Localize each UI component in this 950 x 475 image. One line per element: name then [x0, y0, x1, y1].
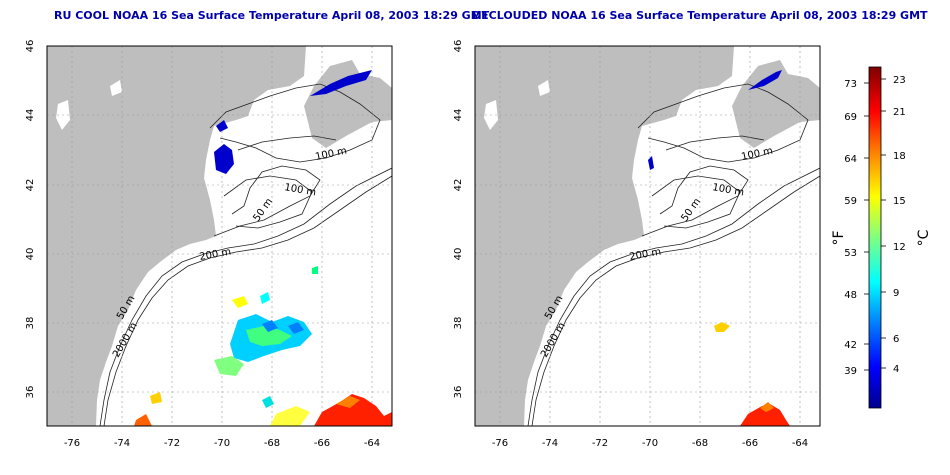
fahrenheit-tick: 59	[844, 196, 857, 207]
celsius-axis-label: °C	[916, 229, 932, 246]
x-tick-label: -68	[264, 438, 280, 449]
temperature-colorbar: 73 69 64 59 53 48 42 39 23 21 18 15 12 9…	[831, 66, 932, 409]
fahrenheit-tick: 53	[844, 248, 857, 259]
celsius-tick: 12	[893, 242, 906, 253]
bathymetry-contours	[99, 83, 392, 426]
sst-pixels	[648, 70, 790, 426]
colorbar-gradient	[868, 66, 882, 409]
y-tick-label: 46	[453, 40, 464, 53]
celsius-tick: 4	[893, 364, 899, 375]
y-tick-label: 38	[453, 317, 464, 330]
y-tick-label: 42	[453, 179, 464, 192]
contour-label: 100 m	[283, 182, 316, 198]
x-tick-label: -72	[592, 438, 608, 449]
x-tick-label: -72	[164, 438, 180, 449]
y-tick-label: 40	[25, 248, 36, 261]
y-tick-label: 36	[25, 386, 36, 399]
bathymetry-contours	[527, 83, 820, 426]
sst-pixels	[134, 70, 392, 426]
x-tick-label: -74	[542, 438, 558, 449]
x-tick-label: -76	[64, 438, 80, 449]
x-tick-label: -68	[692, 438, 708, 449]
y-tick-labels: 46 44 42 40 38 36	[453, 40, 464, 399]
fahrenheit-tick: 69	[844, 112, 857, 123]
fahrenheit-axis-label: °F	[831, 230, 847, 245]
y-tick-label: 44	[25, 109, 36, 122]
x-tick-label: -70	[642, 438, 658, 449]
y-tick-label: 36	[453, 386, 464, 399]
right-map-panel: 100 m 100 m 50 m 200 m 50 m 2000 m -76 -…	[453, 40, 821, 449]
land-mass	[475, 46, 820, 426]
celsius-tick: 23	[893, 75, 906, 86]
x-tick-label: -76	[492, 438, 508, 449]
x-tick-label: -66	[742, 438, 758, 449]
y-tick-label: 38	[25, 317, 36, 330]
fahrenheit-tick: 39	[844, 366, 857, 377]
y-tick-label: 40	[453, 248, 464, 261]
fahrenheit-tick: 64	[844, 154, 857, 165]
x-tick-label: -66	[314, 438, 330, 449]
left-map-title: RU COOL NOAA 16 Sea Surface Temperature …	[54, 9, 490, 22]
left-map-panel: 100 m 100 m 50 m 200 m 50 m 2000 m -76 -…	[25, 40, 393, 449]
celsius-tick: 18	[893, 151, 906, 162]
contour-label: 100 m	[711, 182, 744, 198]
grid-lines	[475, 46, 820, 426]
x-tick-labels: -76 -74 -72 -70 -68 -66 -64	[64, 438, 380, 449]
x-tick-label: -70	[214, 438, 230, 449]
x-tick-label: -64	[364, 438, 380, 449]
y-tick-label: 44	[453, 109, 464, 122]
x-tick-label: -64	[792, 438, 808, 449]
contour-label: 200 m	[199, 247, 232, 263]
fahrenheit-tick: 73	[844, 79, 857, 90]
grid-lines	[47, 46, 392, 426]
y-tick-label: 46	[25, 40, 36, 53]
celsius-tick: 15	[893, 196, 906, 207]
right-map-title: DECLOUDED NOAA 16 Sea Surface Temperatur…	[472, 9, 928, 22]
celsius-tick: 9	[893, 288, 899, 299]
fahrenheit-tick: 42	[844, 340, 857, 351]
fahrenheit-tick: 48	[844, 290, 857, 301]
contour-label: 200 m	[629, 247, 662, 263]
x-tick-labels: -76 -74 -72 -70 -68 -66 -64	[492, 438, 808, 449]
land-mass	[47, 46, 392, 426]
y-tick-label: 42	[25, 179, 36, 192]
celsius-tick: 6	[893, 334, 899, 345]
celsius-tick: 21	[893, 107, 906, 118]
y-tick-labels: 46 44 42 40 38 36	[25, 40, 36, 399]
x-tick-label: -74	[114, 438, 130, 449]
